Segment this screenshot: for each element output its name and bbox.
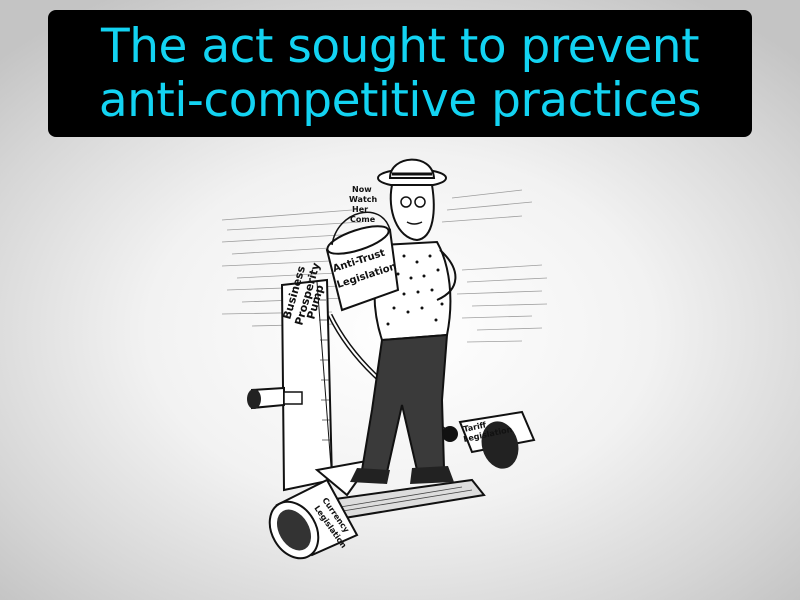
currency-bucket: Currency Legislation [268, 478, 359, 560]
caption-line-2: Watch [349, 195, 378, 204]
caption-line-3: Her [352, 205, 368, 214]
caption-note: Now Watch Her Come [349, 185, 378, 224]
caption-line-4: Come [350, 215, 376, 224]
tariff-bucket: Tariff Legislation [458, 410, 536, 469]
caption-line-1: Now [352, 185, 372, 194]
political-cartoon: Business Prosperity Pump [222, 150, 552, 595]
title-line-2: anti-competitive practices [98, 72, 702, 128]
anti-trust-bucket: Anti-Trust Legislation [325, 211, 400, 312]
title-line-1: The act sought to prevent [101, 18, 700, 74]
title-text: The act sought to prevent anti-competiti… [98, 18, 702, 128]
title-banner: The act sought to prevent anti-competiti… [48, 10, 752, 137]
sky-hatching [222, 189, 548, 343]
